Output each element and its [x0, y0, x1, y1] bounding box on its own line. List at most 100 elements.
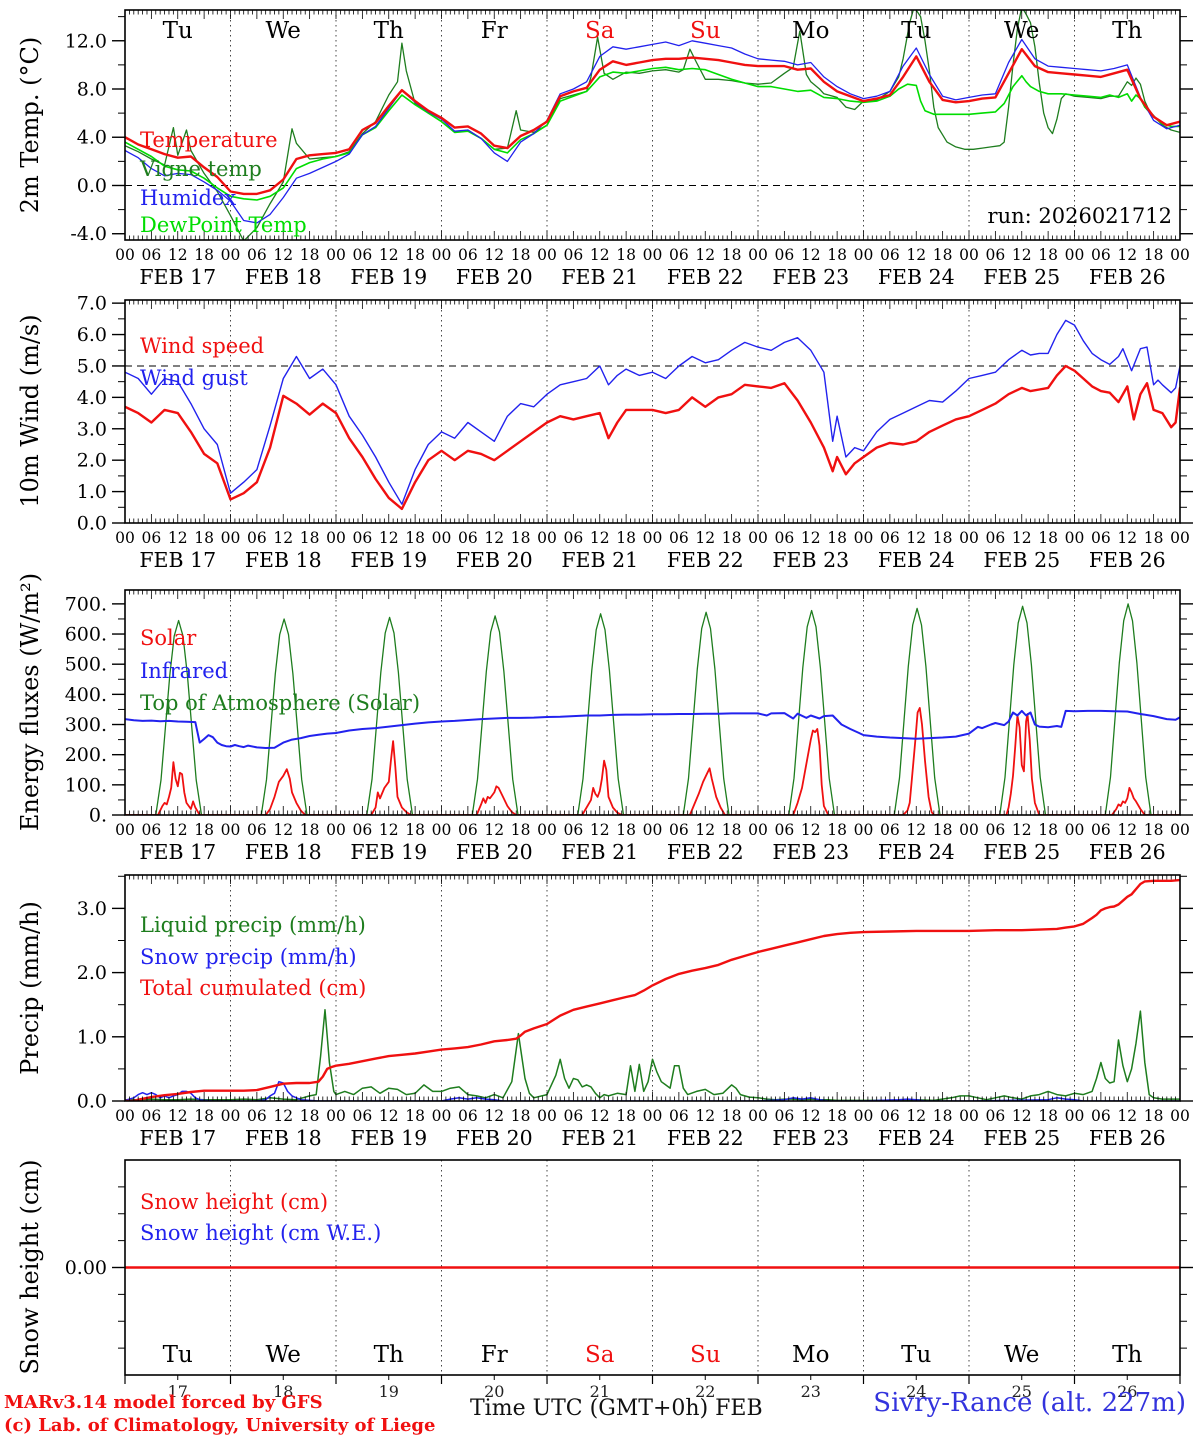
date-label: FEB 20 [456, 548, 533, 572]
date-label: FEB 25 [983, 265, 1060, 289]
lab-credit: (c) Lab. of Climatology, University of L… [4, 1415, 436, 1436]
date-label: FEB 20 [456, 265, 533, 289]
date-label: FEB 21 [561, 1126, 638, 1150]
hour-label: 06 [353, 529, 373, 547]
hour-label: 06 [1091, 1107, 1111, 1125]
hour-label: 00 [326, 821, 346, 839]
y-tick-label: 2.0 [77, 962, 107, 984]
hour-label: 18 [722, 246, 742, 264]
hour-label: 00 [1065, 1107, 1085, 1125]
date-label: FEB 24 [878, 265, 955, 289]
hour-label: 12 [590, 1107, 610, 1125]
hour-label: 12 [168, 529, 188, 547]
time-axis-label: Time UTC (GMT+0h) FEB [470, 1396, 763, 1421]
hour-label: 12 [801, 246, 821, 264]
hour-label: 06 [669, 529, 689, 547]
hour-label: 00 [959, 821, 979, 839]
hour-label: 12 [695, 529, 715, 547]
axis-title-wind: 10m Wind (m/s) [16, 314, 44, 508]
day-name-label: Su [690, 1342, 721, 1368]
hour-label: 12 [1117, 821, 1137, 839]
hour-label: 06 [564, 821, 584, 839]
date-label: FEB 24 [878, 840, 955, 864]
day-number-label: 26 [1117, 1382, 1137, 1401]
legend-temperature: Temperature [140, 128, 278, 152]
day-number-label: 24 [906, 1382, 926, 1401]
day-name-label: Fr [481, 1342, 508, 1368]
hour-label: 00 [115, 246, 135, 264]
date-label: FEB 26 [1089, 840, 1166, 864]
hour-label: 12 [168, 821, 188, 839]
hour-label: 12 [695, 1107, 715, 1125]
hour-label: 00 [1065, 821, 1085, 839]
hour-label: 06 [775, 529, 795, 547]
hour-label: 00 [854, 821, 874, 839]
date-label: FEB 23 [772, 1126, 849, 1150]
hour-label: 06 [353, 821, 373, 839]
hour-label: 06 [458, 246, 478, 264]
hour-label: 18 [933, 246, 953, 264]
hour-label: 00 [1170, 246, 1190, 264]
day-number-label: 17 [168, 1382, 188, 1401]
station-label: Sivry-Rance (alt. 227m) [873, 1388, 1186, 1418]
legend-dewpoint-temp: DewPoint Temp [140, 213, 307, 237]
day-number-label: 25 [1012, 1382, 1032, 1401]
hour-label: 00 [643, 246, 663, 264]
date-label: FEB 21 [561, 265, 638, 289]
date-label: FEB 23 [772, 840, 849, 864]
hour-label: 18 [1144, 821, 1164, 839]
hour-label: 12 [590, 246, 610, 264]
legend-infrared: Infrared [140, 659, 229, 683]
hour-label: 18 [1038, 1107, 1058, 1125]
hour-label: 18 [511, 246, 531, 264]
hour-label: 12 [1117, 246, 1137, 264]
hour-label: 06 [142, 821, 162, 839]
legend-snow-height-cm-w-e: Snow height (cm W.E.) [140, 1221, 382, 1245]
hour-label: 18 [933, 1107, 953, 1125]
y-tick-label: 0.0 [77, 1091, 107, 1113]
y-tick-label: 0.0 [77, 513, 107, 535]
axis-title-snow: Snow height (cm) [16, 1159, 44, 1375]
date-label: FEB 24 [878, 548, 955, 572]
hour-label: 18 [933, 821, 953, 839]
hour-label: 12 [379, 1107, 399, 1125]
hour-label: 06 [247, 529, 267, 547]
hour-label: 12 [484, 1107, 504, 1125]
hour-label: 12 [484, 821, 504, 839]
series-liquid_precip [125, 1009, 1180, 1101]
hour-label: 12 [801, 821, 821, 839]
legend-total-cumulated-cm: Total cumulated (cm) [140, 976, 367, 1000]
date-label: FEB 19 [350, 840, 427, 864]
y-tick-label: 0.00 [65, 1257, 107, 1279]
date-label: FEB 26 [1089, 1126, 1166, 1150]
legend-solar: Solar [140, 626, 197, 650]
series-wind_speed [125, 364, 1180, 511]
hour-label: 00 [1065, 529, 1085, 547]
y-tick-label: 2.0 [77, 450, 107, 472]
y-tick-label: 8.0 [77, 78, 107, 100]
date-label: FEB 25 [983, 840, 1060, 864]
day-name-label: We [1004, 1342, 1039, 1368]
run-label: run: 2026021712 [987, 204, 1172, 228]
day-number-label: 19 [379, 1382, 399, 1401]
day-name-label: Th [374, 18, 404, 44]
hour-label: 12 [484, 529, 504, 547]
date-label: FEB 20 [456, 840, 533, 864]
series-vigne_temp [125, 10, 1180, 240]
day-name-label: Fr [481, 18, 508, 44]
hour-label: 00 [854, 1107, 874, 1125]
day-name-label: Tu [901, 1342, 931, 1368]
y-tick-label: 1.0 [77, 481, 107, 503]
y-tick-label: 5.0 [77, 355, 107, 377]
hour-label: 00 [326, 529, 346, 547]
hour-label: 18 [511, 529, 531, 547]
legend-vigne-temp: Vigne temp [140, 157, 262, 181]
hour-label: 18 [827, 529, 847, 547]
hour-label: 12 [695, 821, 715, 839]
hour-label: 18 [1038, 246, 1058, 264]
day-number-label: 23 [801, 1382, 821, 1401]
y-tick-label: 400. [65, 684, 107, 706]
